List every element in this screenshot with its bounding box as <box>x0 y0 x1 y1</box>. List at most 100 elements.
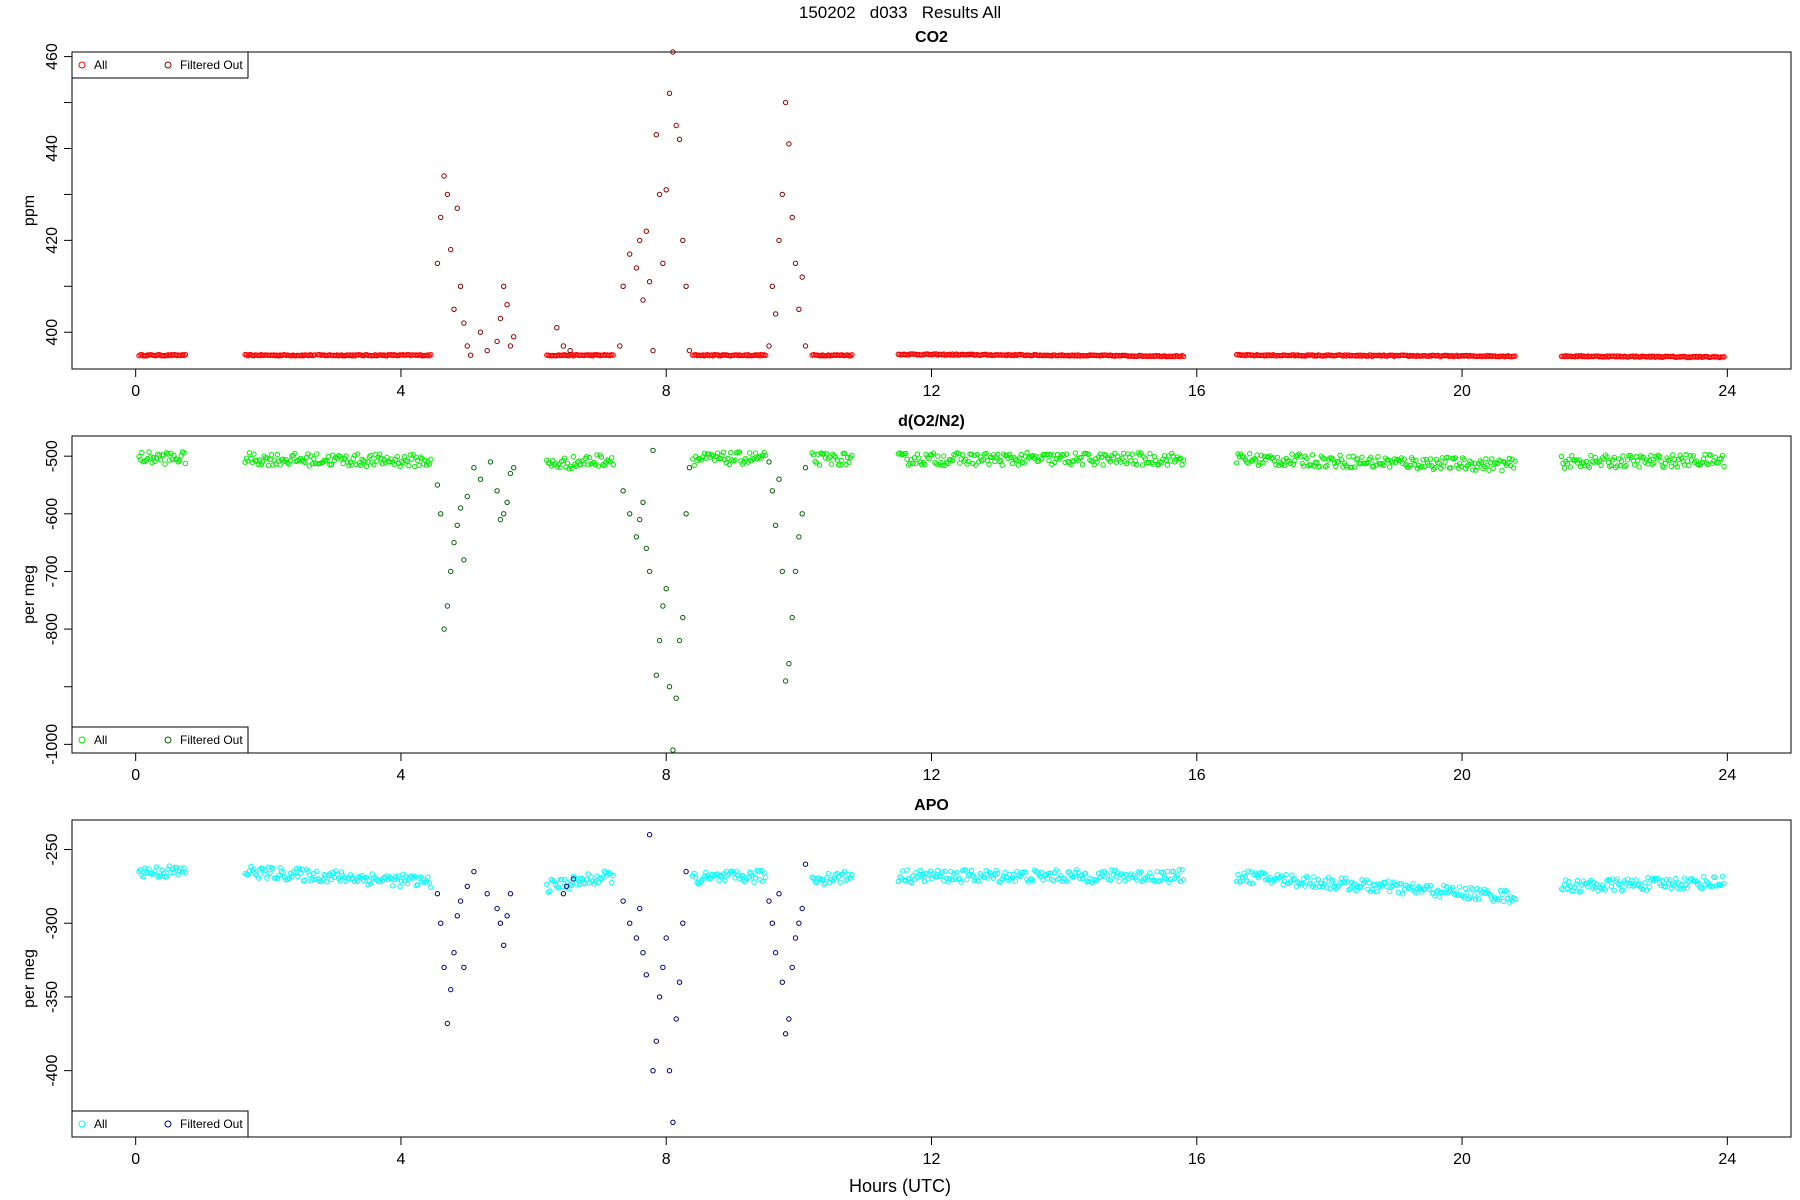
data-point <box>165 451 171 457</box>
data-point <box>1686 462 1692 469</box>
data-point <box>1050 452 1057 458</box>
data-point <box>555 462 562 468</box>
data-point <box>1375 454 1381 460</box>
data-point <box>1684 885 1691 891</box>
y-tick-label: -1000 <box>44 724 61 765</box>
x-tick-label: 4 <box>396 383 405 400</box>
data-point <box>908 879 915 885</box>
data-point <box>544 881 550 887</box>
filtered-point <box>497 516 504 523</box>
filtered-point <box>484 347 490 354</box>
data-point <box>1233 460 1240 466</box>
data-point <box>406 463 412 469</box>
data-point <box>1018 451 1024 458</box>
data-point <box>554 884 560 890</box>
data-point <box>400 871 406 877</box>
legend-label: Filtered Out <box>180 733 243 747</box>
data-point <box>586 454 593 461</box>
data-point <box>139 872 145 878</box>
data-point <box>1030 877 1036 884</box>
data-point <box>1098 454 1105 460</box>
data-point <box>1309 883 1316 889</box>
filtered-point <box>673 122 679 129</box>
data-point <box>309 461 316 467</box>
data-point <box>1346 454 1352 460</box>
filtered-point <box>772 522 779 528</box>
data-point <box>742 879 748 885</box>
data-point <box>1373 889 1380 895</box>
x-tick-label: 0 <box>131 1151 140 1168</box>
filtered-point <box>680 920 686 926</box>
data-point <box>1353 887 1359 894</box>
data-point <box>752 450 759 456</box>
filtered-point <box>448 568 454 575</box>
filtered-point <box>448 246 454 253</box>
data-point <box>378 455 384 462</box>
data-point <box>1457 884 1463 890</box>
data-point <box>249 459 256 466</box>
legend-marker <box>78 736 86 744</box>
data-point <box>296 865 302 871</box>
filtered-point <box>673 1016 679 1022</box>
data-point <box>1632 462 1638 468</box>
data-point <box>1368 454 1374 460</box>
data-point <box>171 869 177 876</box>
legend-label: All <box>94 733 107 747</box>
data-point <box>1604 454 1610 460</box>
data-point <box>819 876 826 883</box>
data-point <box>314 868 320 874</box>
filtered-point <box>786 1016 792 1022</box>
data-point <box>162 461 168 467</box>
data-point <box>139 449 145 456</box>
filtered-point <box>504 302 510 308</box>
data-point <box>1330 878 1336 884</box>
data-point <box>1439 889 1445 895</box>
data-point <box>828 461 834 467</box>
data-point <box>280 869 286 876</box>
data-point <box>838 457 845 464</box>
data-point <box>410 451 416 458</box>
data-point <box>904 456 910 462</box>
data-point <box>251 451 257 457</box>
filtered-point <box>444 603 451 609</box>
data-point <box>1309 452 1316 458</box>
data-point <box>913 460 919 467</box>
data-point <box>903 450 909 457</box>
data-point <box>1594 458 1600 464</box>
data-point <box>293 866 299 872</box>
filtered-point <box>666 684 673 690</box>
data-point <box>158 457 164 463</box>
data-point <box>1506 899 1513 905</box>
filtered-point <box>494 905 500 912</box>
data-point <box>1640 454 1647 460</box>
data-point <box>939 462 945 468</box>
data-point <box>255 875 261 881</box>
data-point <box>1598 885 1604 891</box>
data-point <box>1337 452 1343 458</box>
data-point <box>1385 878 1391 884</box>
data-point <box>1445 889 1451 896</box>
data-point <box>1381 462 1387 468</box>
data-point <box>1282 462 1288 469</box>
data-point <box>309 876 316 882</box>
data-point <box>1588 452 1594 459</box>
data-point <box>394 454 400 460</box>
data-point <box>752 875 759 881</box>
data-point <box>751 879 757 885</box>
filtered-point <box>782 99 789 106</box>
data-point <box>995 451 1001 458</box>
filtered-point <box>620 488 626 494</box>
filtered-point <box>438 920 444 926</box>
data-point <box>1387 888 1393 895</box>
filtered-point <box>676 637 683 644</box>
data-point <box>352 452 358 459</box>
filtered-point <box>633 534 640 540</box>
data-point <box>1506 455 1513 462</box>
data-point <box>357 462 364 469</box>
filtered-point <box>676 979 683 985</box>
data-point <box>960 452 966 458</box>
x-tick-label: 16 <box>1188 767 1206 784</box>
filtered-point <box>650 347 656 354</box>
points-2 <box>136 832 1727 1126</box>
data-point <box>763 352 769 359</box>
